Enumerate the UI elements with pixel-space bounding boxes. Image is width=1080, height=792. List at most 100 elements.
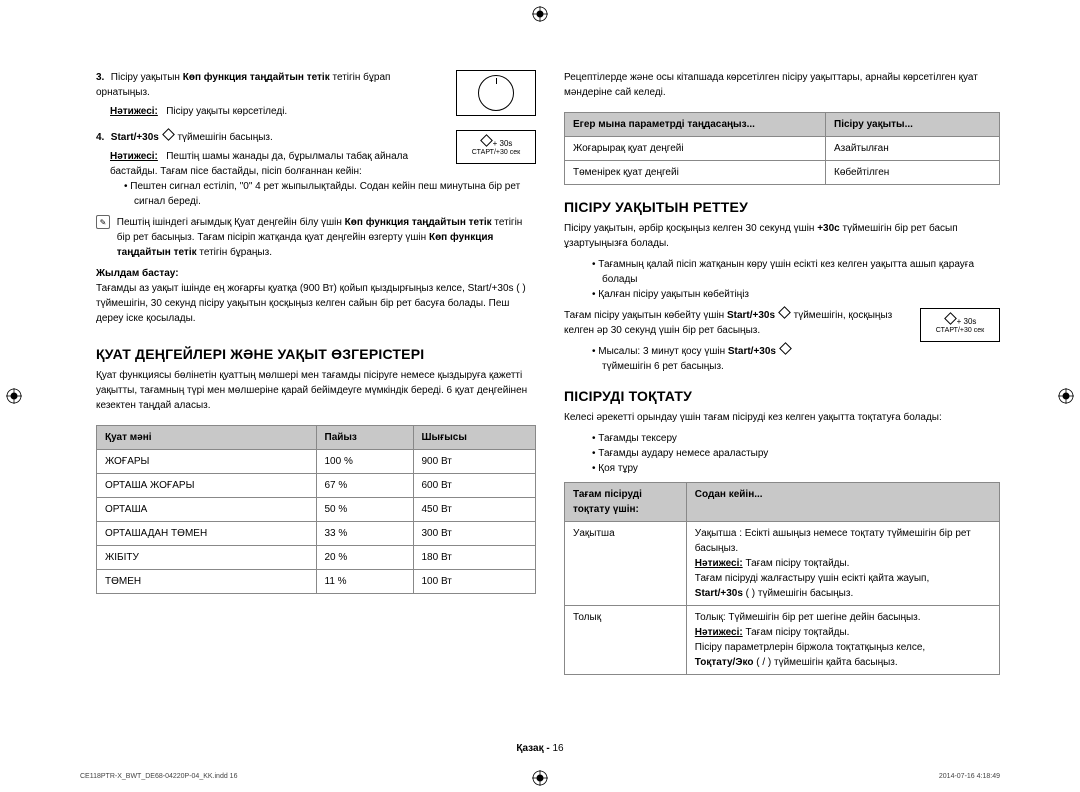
power-cell: ОРТАША ЖОҒАРЫ — [97, 474, 317, 498]
footer-page: 16 — [552, 743, 563, 754]
adjust-bullet: Қалған пісіру уақытын көбейтіңіз — [592, 287, 1000, 302]
diamond-icon — [779, 342, 792, 355]
a2a: Тағам пісіру уақытын көбейту үшін — [564, 310, 727, 321]
stop-cell-body: Уақытша : Есікті ашыңыз немесе тоқтату т… — [686, 522, 999, 606]
footer-lang: Қазақ — [516, 743, 543, 754]
stop-th-0: Тағам пісіруді тоқтату үшін: — [565, 483, 687, 522]
start-box-top-r: + 30s — [957, 317, 977, 326]
start-box-bottom-l: СТАРТ/+30 сек — [472, 149, 520, 157]
step4-number: 4. — [96, 130, 108, 145]
step3-result-label: Нәтижесі: — [110, 106, 158, 117]
step3-text-a: Пісіру уақытын — [111, 72, 183, 83]
heading-power: ҚУАТ ДЕҢГЕЙЛЕРІ ЖӘНЕ УАҚЫТ ӨЗГЕРІСТЕРІ — [96, 346, 536, 362]
power-cell: 450 Вт — [413, 498, 536, 522]
note-a: Пештің ішіндегі ағымдық Қуат деңгейін бі… — [117, 217, 345, 228]
heading-stop: ПІСІРУДІ ТОҚТАТУ — [564, 388, 1000, 404]
power-th-1: Пайыз — [316, 426, 413, 450]
stop-cell-label: Толық — [565, 606, 687, 675]
a2bc: түймешігін 6 рет басыңыз. — [602, 361, 724, 372]
stop-cell-body: Толық: Түймешігін бір рет шегіне дейін б… — [686, 606, 999, 675]
power-cell: 100 % — [316, 450, 413, 474]
registration-mark-top — [532, 6, 548, 22]
param-th-0: Егер мына параметрді таңдасаңыз... — [565, 113, 826, 137]
start-icon-box-right: + 30s СТАРТ/+30 сек — [920, 308, 1000, 342]
power-table: Қуат мәні Пайыз Шығысы ЖОҒАРЫ100 %900 Вт… — [96, 425, 536, 594]
power-cell: 67 % — [316, 474, 413, 498]
stop-cell-label: Уақытша — [565, 522, 687, 606]
step3-number: 3. — [96, 70, 108, 85]
step-4-block: + 30s СТАРТ/+30 сек 4. Start/+30s түймеш… — [96, 130, 536, 209]
quick-start-text: Тағамды аз уақыт ішінде ең жоғарғы қуатқ… — [96, 281, 536, 326]
dial-icon-box — [456, 70, 536, 116]
quick-start-label: Жылдам бастау: — [96, 268, 536, 279]
diamond-icon — [944, 312, 957, 325]
adjust-bullet: Тағамның қалай пісіп жатқанын көру үшін … — [592, 257, 1000, 287]
a2b: Start/+30s — [727, 310, 775, 321]
page-footer: Қазақ - 16 — [0, 743, 1080, 754]
heading-adjust: ПІСІРУ УАҚЫТЫН РЕТТЕУ — [564, 199, 1000, 215]
param-th-1: Пісіру уақыты... — [826, 113, 1000, 137]
stop-table: Тағам пісіруді тоқтату үшін: Содан кейін… — [564, 482, 1000, 675]
step3-text-bold: Көп функция таңдайтын тетік — [183, 72, 330, 83]
power-cell: 300 Вт — [413, 522, 536, 546]
adjust2-bullet: Мысалы: 3 минут қосу үшін Start/+30s түй… — [592, 344, 1000, 374]
power-th-0: Қуат мәні — [97, 426, 317, 450]
adjust-text: Пісіру уақытын, әрбір қосқыңыз келген 30… — [564, 221, 1000, 251]
power-cell: ЖОҒАРЫ — [97, 450, 317, 474]
power-cell: 33 % — [316, 522, 413, 546]
adjust-bold: +30с — [817, 223, 840, 234]
step-3-block: 3. Пісіру уақытын Көп функция таңдайтын … — [96, 70, 536, 122]
step3-result-text: Пісіру уақыты көрсетіледі. — [166, 106, 287, 117]
diamond-icon — [162, 128, 175, 141]
start-box-top-l: + 30s — [493, 139, 513, 148]
right-intro: Рецептілерде және осы кітапшада көрсетіл… — [564, 70, 1000, 100]
power-cell: 180 Вт — [413, 546, 536, 570]
registration-mark-right — [1058, 388, 1074, 404]
param-cell: Жоғарырақ қуат деңгейі — [565, 137, 826, 161]
power-th-2: Шығысы — [413, 426, 536, 450]
step4-result-label: Нәтижесі: — [110, 151, 158, 162]
diamond-icon — [778, 306, 791, 319]
step4-label: Start/+30s — [111, 132, 159, 143]
stop-bullet: Қоя тұру — [592, 461, 1000, 476]
power-cell: 900 Вт — [413, 450, 536, 474]
start-icon-box-left: + 30s СТАРТ/+30 сек — [456, 130, 536, 164]
right-column: Рецептілерде және осы кітапшада көрсетіл… — [564, 70, 1000, 752]
stop-bullet: Тағамды аудару немесе араластыру — [592, 446, 1000, 461]
power-cell: ОРТАШАДАН ТӨМЕН — [97, 522, 317, 546]
power-cell: 20 % — [316, 546, 413, 570]
param-cell: Азайтылған — [826, 137, 1000, 161]
step4-text: түймешігін басыңыз. — [177, 132, 272, 143]
page-content: 3. Пісіру уақытын Көп функция таңдайтын … — [0, 0, 1080, 792]
dial-icon — [478, 75, 514, 111]
param-table: Егер мына параметрді таңдасаңыз... Пісір… — [564, 112, 1000, 185]
step4-bullet: Пештен сигнал естіліп, "0" 4 рет жыпылық… — [124, 179, 536, 209]
registration-mark-bottom — [532, 770, 548, 786]
stop-bullet: Тағамды тексеру — [592, 431, 1000, 446]
power-cell: 11 % — [316, 570, 413, 594]
note-icon: ✎ — [96, 215, 110, 229]
stop-intro: Келесі әрекетті орындау үшін тағам пісір… — [564, 410, 1000, 425]
power-cell: 100 Вт — [413, 570, 536, 594]
note-b: Көп функция таңдайтын тетік — [345, 217, 492, 228]
power-cell: ЖІБІТУ — [97, 546, 317, 570]
note-block: ✎ Пештің ішіндегі ағымдық Қуат деңгейін … — [96, 215, 536, 260]
power-cell: ОРТАША — [97, 498, 317, 522]
power-body: Қуат функциясы бөлінетін қуаттың мөлшері… — [96, 368, 536, 413]
meta-left: CE118PTR-X_BWT_DE68-04220P-04_KK.indd 16 — [80, 773, 237, 780]
meta-right: 2014-07-16 4:18:49 — [939, 773, 1000, 780]
a2ba: Мысалы: 3 минут қосу үшін — [598, 346, 728, 357]
diamond-icon — [480, 134, 493, 147]
param-cell: Төменірек қуат деңгейі — [565, 161, 826, 185]
power-cell: 600 Вт — [413, 474, 536, 498]
stop-th-1: Содан кейін... — [686, 483, 999, 522]
registration-mark-left — [6, 388, 22, 404]
note-e: тетігін бұраңыз. — [197, 247, 272, 258]
a2bb: Start/+30s — [728, 346, 776, 357]
start-box-bottom-r: СТАРТ/+30 сек — [936, 327, 984, 335]
left-column: 3. Пісіру уақытын Көп функция таңдайтын … — [96, 70, 536, 752]
power-cell: 50 % — [316, 498, 413, 522]
param-cell: Көбейтілген — [826, 161, 1000, 185]
adjust-a: Пісіру уақытын, әрбір қосқыңыз келген 30… — [564, 223, 817, 234]
power-cell: ТӨМЕН — [97, 570, 317, 594]
